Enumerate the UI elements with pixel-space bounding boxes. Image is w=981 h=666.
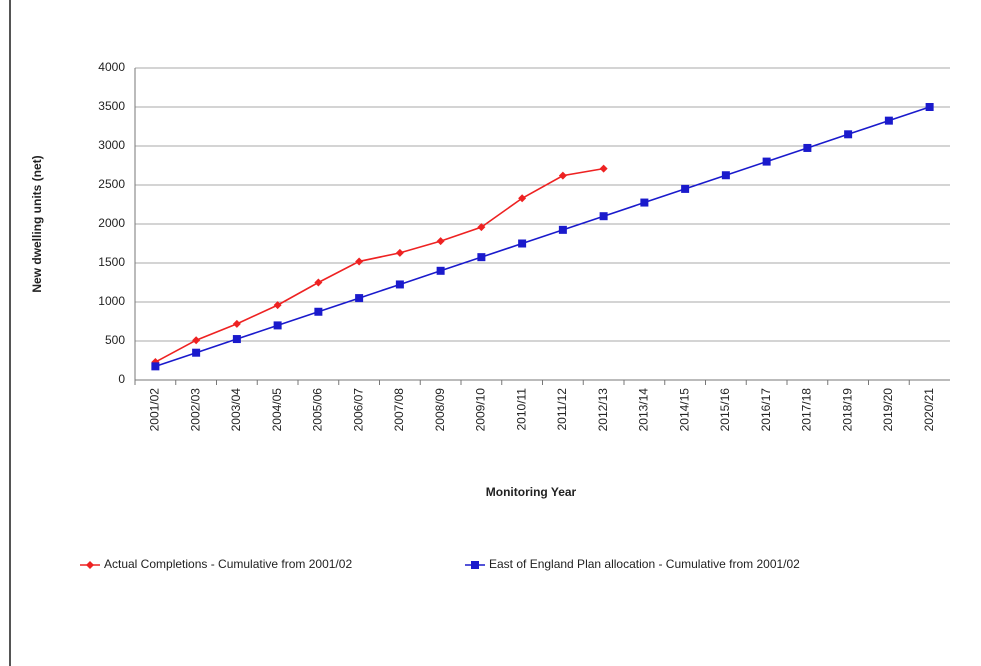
- point: [232, 335, 241, 344]
- y-tick-label: 4000: [98, 60, 125, 74]
- x-tick-label: 2002/03: [188, 388, 202, 432]
- point: [518, 194, 527, 203]
- point: [314, 278, 323, 287]
- x-tick-label: 2006/07: [351, 388, 365, 432]
- y-tick-label: 1500: [98, 255, 125, 269]
- point: [395, 280, 404, 289]
- x-tick-label: 2014/15: [677, 388, 691, 432]
- x-tick-label: 2011/12: [555, 388, 569, 431]
- point: [925, 103, 934, 111]
- y-axis-label: New dwelling units (net): [30, 155, 44, 292]
- point: [558, 171, 567, 180]
- point: [436, 266, 445, 275]
- point: [192, 336, 201, 345]
- x-tick-label: 2009/10: [474, 388, 488, 432]
- x-tick-label: 2017/18: [800, 388, 814, 432]
- point: [640, 198, 649, 207]
- x-tick-label: 2010/11: [514, 388, 528, 431]
- x-tick-label: 2020/21: [922, 388, 936, 432]
- x-tick-label: 2016/17: [759, 388, 773, 432]
- point: [314, 307, 323, 316]
- y-tick-label: 0: [118, 372, 125, 386]
- x-tick-label: 2003/04: [229, 388, 243, 432]
- y-tick-label: 3500: [98, 99, 125, 113]
- point: [436, 237, 445, 246]
- y-tick-label: 3000: [98, 138, 125, 152]
- x-tick-label: 2004/05: [270, 388, 284, 432]
- point: [844, 130, 853, 139]
- legend-label: East of England Plan allocation - Cumula…: [489, 557, 800, 571]
- point: [273, 301, 282, 310]
- point: [558, 225, 567, 234]
- point: [762, 157, 771, 166]
- x-tick-label: 2013/14: [637, 388, 651, 432]
- series-line: [155, 106, 930, 368]
- point: [355, 257, 364, 266]
- legend-marker: [471, 561, 479, 569]
- point: [151, 362, 160, 371]
- x-tick-label: 2008/09: [433, 388, 447, 432]
- x-tick-label: 2001/02: [148, 388, 162, 432]
- point: [477, 223, 486, 232]
- point: [599, 164, 608, 173]
- y-tick-label: 1000: [98, 294, 125, 308]
- y-tick-label: 500: [105, 333, 125, 347]
- point: [884, 116, 893, 125]
- point: [721, 171, 730, 180]
- legend-marker: [86, 561, 94, 569]
- x-tick-label: 2015/16: [718, 388, 732, 432]
- point: [355, 294, 364, 303]
- point: [518, 239, 527, 248]
- point: [803, 143, 812, 152]
- x-tick-label: 2007/08: [392, 388, 406, 432]
- point: [273, 321, 282, 330]
- point: [232, 319, 241, 328]
- y-tick-label: 2000: [98, 216, 125, 230]
- point: [395, 248, 404, 257]
- x-tick-label: 2005/06: [311, 388, 325, 432]
- legend-label: Actual Completions - Cumulative from 200…: [104, 557, 352, 571]
- x-tick-label: 2019/20: [881, 388, 895, 432]
- point: [477, 253, 486, 262]
- point: [681, 184, 690, 193]
- x-axis-label: Monitoring Year: [486, 485, 577, 499]
- y-tick-label: 2500: [98, 177, 125, 191]
- x-tick-label: 2012/13: [596, 388, 610, 432]
- point: [599, 212, 608, 221]
- x-tick-label: 2018/19: [840, 388, 854, 432]
- point: [192, 348, 201, 357]
- series-line: [154, 167, 604, 363]
